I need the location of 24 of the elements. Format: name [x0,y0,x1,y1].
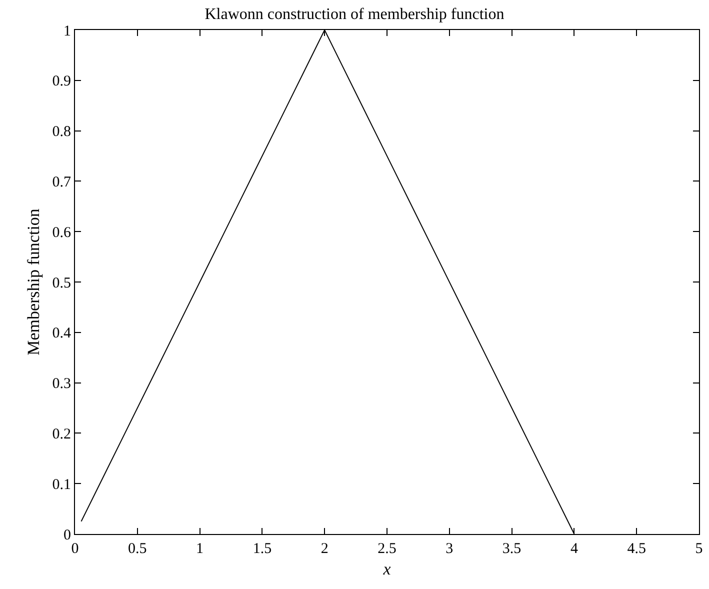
x-tick-label: 0.5 [128,541,147,557]
y-tick-label: 0.7 [52,174,72,190]
x-tick-label: 3 [446,541,454,557]
y-tick-label: 0.9 [52,74,71,90]
x-tick-label: 1.5 [252,541,272,557]
chart-title: Klawonn construction of membership function [204,6,504,24]
x-tick-label: 4 [570,541,578,557]
x-axis-title: x [382,559,392,578]
y-tick-label: 0.1 [52,476,71,493]
y-tick-label: 0.8 [52,124,71,140]
x-tick-label: 2.5 [378,541,396,557]
y-tick-label: 0 [64,527,71,544]
y-axis-title: Membership function [24,208,43,356]
x-tick-label: 2 [320,541,328,557]
y-tick-label: 0.5 [52,275,71,292]
y-tick-label: 0.3 [52,376,71,392]
y-tick-label: 0.2 [52,426,71,442]
x-tick-label: 4.5 [627,541,646,557]
x-tick-label: 1 [196,541,204,557]
x-tick-label: 5 [695,541,703,557]
x-tick-label: 3.5 [502,541,522,557]
y-tick-label: 0.6 [52,224,72,241]
y-tick-label: 0.4 [52,326,72,342]
y-tick-label: 1 [64,23,71,40]
